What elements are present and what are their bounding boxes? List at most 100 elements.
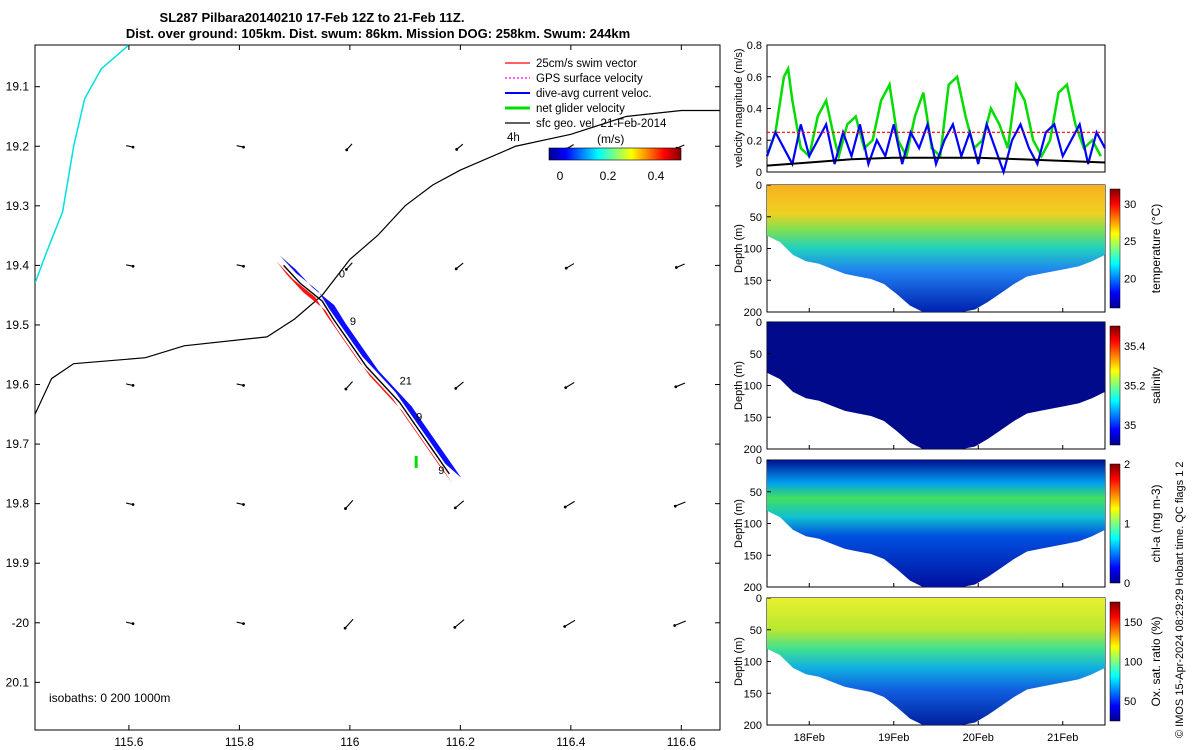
day-label: 9: [416, 411, 422, 423]
section-y-tick-label: 50: [750, 212, 762, 224]
map-y-tick-label: 19.5: [6, 318, 30, 332]
legend-time-step: 4h: [507, 132, 520, 144]
geo-vel-arrow: [675, 501, 686, 507]
section-y-tick-label: 50: [750, 487, 762, 499]
map-y-tick-label: 20.1: [6, 675, 30, 689]
geo-vel-arrow: [345, 500, 354, 509]
section-data-area: [767, 598, 1105, 725]
map-y-tick-label: -20: [12, 616, 30, 630]
map-x-tick-label: 116.4: [556, 735, 585, 749]
map-y-tick-label: 19.2: [6, 139, 30, 153]
geo-vel-arrow-head: [242, 264, 245, 268]
velocity-series-0: [765, 64, 1102, 161]
vel-y-tick-label: 0.6: [747, 72, 762, 84]
section-colorbar: [1109, 601, 1121, 722]
section-cbar-tick: 20: [1124, 273, 1136, 285]
geo-vel-arrow-head: [455, 147, 459, 151]
section-y-tick-label: 100: [744, 657, 762, 669]
section-data-area: [767, 185, 1105, 312]
velocity-lines: [765, 64, 1106, 176]
geo-vel-arrow-head: [242, 503, 245, 506]
isobath-line: [35, 109, 720, 415]
section-y-tick-label: 0: [756, 317, 762, 329]
vel-y-tick-label: 0.2: [747, 135, 762, 147]
title-line-1: SL287 Pilbara20140210 17-Feb 12Z to 21-F…: [160, 10, 465, 25]
section-y-tick-label: 50: [750, 349, 762, 361]
vel-y-tick-label: 0: [756, 167, 762, 179]
section-ylabel: Depth (m): [733, 637, 745, 686]
section-panel-1: 35 35.2 35.4 salinity 0 50 100 150 200 Depth (m): [733, 317, 1163, 456]
geo-vel-arrow: [344, 618, 354, 629]
section-y-tick-label: 100: [744, 519, 762, 531]
velocity-series-1: [765, 120, 1106, 176]
geo-vel-arrow-head: [131, 383, 135, 387]
section-ylabel: Depth (m): [733, 499, 745, 548]
velocity-series-3: [766, 156, 1106, 167]
geo-vel-arrow: [674, 620, 686, 627]
geo-vel-arrow: [345, 262, 353, 270]
map-y-tick-label: 19.4: [6, 258, 30, 272]
velocity-ticks: 0 0.2 0.4 0.6 0.8: [747, 40, 771, 179]
colorbar-label: (m/s): [597, 132, 624, 146]
section-cbar-tick: 2: [1124, 459, 1130, 471]
geo-vel-arrow-head: [563, 625, 567, 628]
section-ylabel: Depth (m): [733, 361, 745, 410]
map-x-tick-label: 116.2: [446, 735, 475, 749]
day-label: 21: [400, 376, 412, 388]
map-y-tick-label: 19.8: [6, 497, 30, 511]
glider-track: [283, 264, 450, 475]
geo-vel-arrow: [565, 381, 575, 389]
section-cbar-tick: 1: [1124, 519, 1130, 531]
geo-vel-arrow-head: [453, 625, 457, 629]
footer-text: © IMOS 15-Apr-2024 08:29:29 Hobart time.…: [1174, 461, 1186, 738]
section-x-tick-label: 19Feb: [878, 732, 909, 744]
map-ticks: 115.6 115.8 116 116.2 116.4 116.6 19.1 19.2 19.3…: [6, 45, 720, 749]
geo-vel-arrow-head: [564, 386, 568, 390]
geo-vel-arrow-head: [344, 387, 348, 391]
geo-vel-arrow-head: [674, 266, 678, 269]
section-y-tick-label: 150: [744, 275, 762, 287]
section-cbar-tick: 35.4: [1124, 341, 1145, 353]
section-cbar-tick: 30: [1124, 199, 1136, 211]
section-y-tick-label: 150: [744, 412, 762, 424]
section-y-tick-label: 200: [744, 444, 762, 456]
geo-vel-arrow: [564, 500, 575, 508]
map-y-tick-label: 19.9: [6, 556, 30, 570]
geo-vel-arrow: [675, 382, 686, 388]
title-line-2: Dist. over ground: 105km. Dist. swum: 86…: [126, 26, 630, 41]
day-label: 9: [438, 465, 444, 477]
section-ylabel: Depth (m): [733, 224, 745, 273]
map-y-tick-label: 19.6: [6, 378, 30, 392]
section-y-tick-label: 150: [744, 550, 762, 562]
geo-vel-arrow-head: [344, 268, 348, 271]
section-colorbar-label: salinity: [1149, 367, 1163, 404]
section-y-tick-label: 200: [744, 720, 762, 732]
geo-vel-arrow: [676, 263, 685, 268]
geo-vel-arrow: [565, 263, 575, 269]
section-cbar-tick: 25: [1124, 236, 1136, 248]
section-data-area: [767, 460, 1105, 587]
section-cbar-tick: 50: [1124, 696, 1136, 708]
geo-vel-arrow-head: [131, 145, 135, 149]
geo-vel-arrow-head: [345, 148, 349, 152]
velocity-panel: 0 0.2 0.4 0.6 0.8 velocity magnitude (m/s): [733, 40, 1106, 179]
legend-label-2: dive-avg current veloc.: [536, 88, 652, 100]
day-label: 0: [339, 268, 345, 280]
colorbar-tick-0: 0: [557, 169, 564, 183]
section-colorbar-label: temperature (°C): [1149, 204, 1163, 294]
geo-vel-arrow-head: [344, 507, 347, 510]
geo-vel-arrow: [455, 381, 464, 389]
map-content: 0 9 21 9 9: [35, 45, 720, 630]
map-x-tick-label: 115.6: [114, 735, 143, 749]
geo-vel-arrow-head: [343, 626, 347, 630]
section-y-tick-label: 200: [744, 582, 762, 594]
section-colorbar: [1109, 463, 1121, 584]
geo-vel-arrow-head: [242, 383, 245, 387]
geo-vel-arrow-head: [242, 145, 245, 149]
section-panel-2: 0 1 2 chl-a (mg m-3) 0 50 100 150 200 Depth (m): [733, 455, 1163, 594]
current-swath: [279, 255, 462, 478]
section-cbar-tick: 0: [1124, 578, 1130, 590]
geo-vel-arrow: [345, 381, 353, 390]
map-colorbar: [548, 147, 682, 161]
